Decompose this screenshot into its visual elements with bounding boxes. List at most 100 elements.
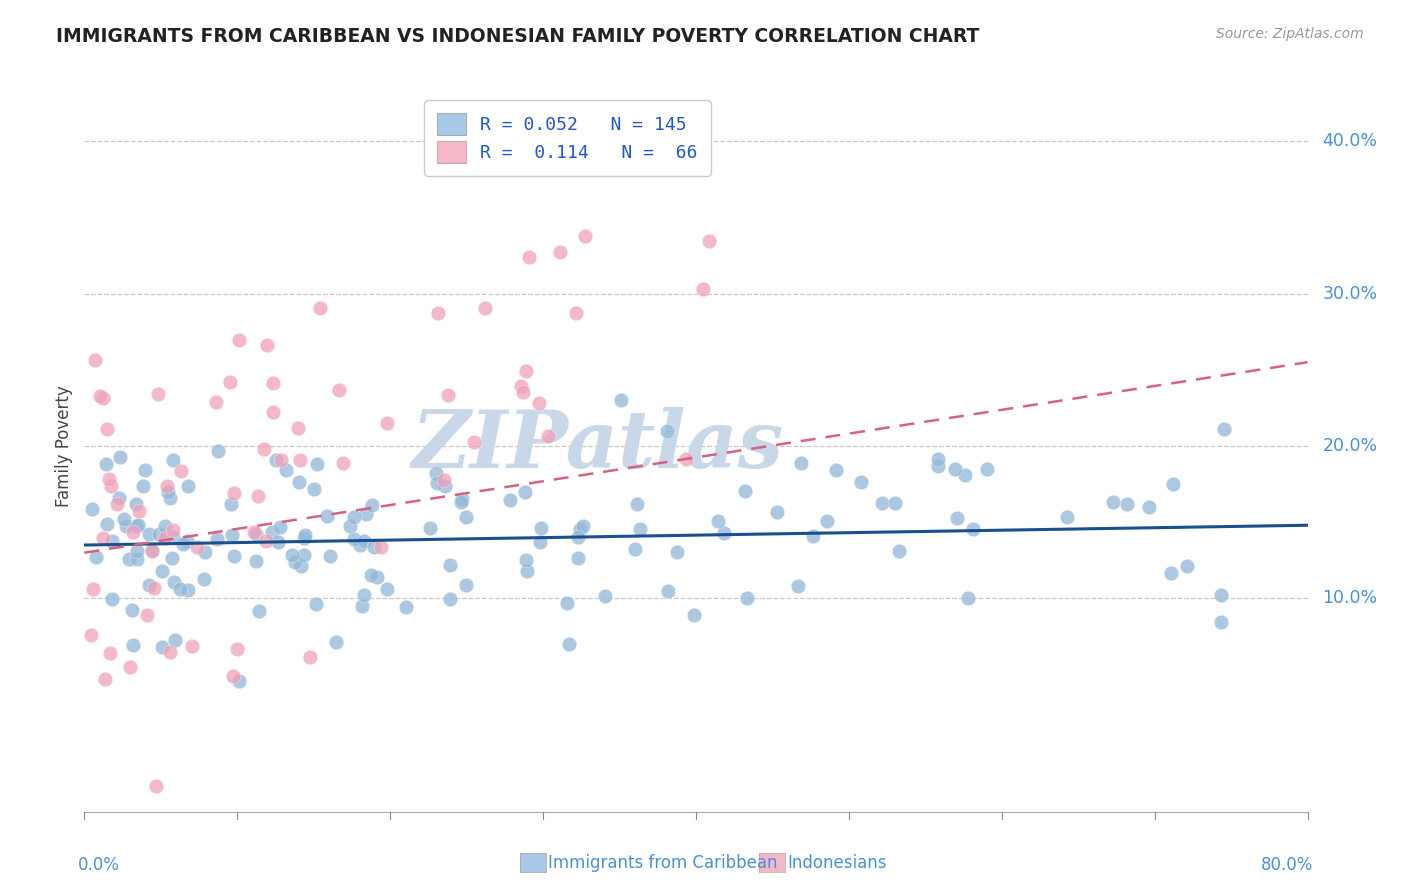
- Point: [675, 452, 697, 467]
- Point: [125, 497, 148, 511]
- Point: [270, 452, 292, 467]
- Point: [254, 533, 277, 548]
- Point: [219, 497, 242, 511]
- Text: Indonesians: Indonesians: [787, 854, 887, 871]
- Point: [162, 523, 184, 537]
- Point: [84, 353, 107, 368]
- Point: [349, 538, 371, 552]
- Point: [298, 650, 321, 665]
- Point: [456, 578, 478, 592]
- Point: [292, 548, 315, 562]
- Point: [815, 514, 838, 528]
- Point: [419, 521, 441, 535]
- Point: [1161, 477, 1184, 491]
- Point: [193, 572, 215, 586]
- Point: [287, 421, 309, 435]
- Point: [626, 496, 648, 510]
- Point: [228, 333, 250, 347]
- Point: [142, 582, 165, 596]
- Point: [665, 545, 688, 559]
- Point: [288, 475, 311, 490]
- Point: [530, 521, 553, 535]
- Point: [141, 544, 163, 558]
- Point: [245, 554, 267, 568]
- Point: [94, 457, 117, 471]
- Point: [145, 779, 167, 793]
- Legend: R = 0.052   N = 145, R =  0.114   N =  66: R = 0.052 N = 145, R = 0.114 N = 66: [425, 100, 710, 176]
- Text: 20.0%: 20.0%: [1322, 437, 1378, 455]
- Point: [186, 541, 208, 555]
- Point: [927, 452, 949, 467]
- Point: [141, 542, 163, 557]
- Point: [624, 541, 647, 556]
- Point: [943, 462, 966, 476]
- Point: [735, 591, 758, 605]
- Point: [787, 579, 810, 593]
- Point: [377, 416, 399, 430]
- Point: [1213, 422, 1236, 436]
- Point: [610, 392, 633, 407]
- Point: [628, 522, 651, 536]
- Point: [207, 443, 229, 458]
- Text: Source: ZipAtlas.com: Source: ZipAtlas.com: [1216, 27, 1364, 41]
- Point: [218, 375, 240, 389]
- Point: [117, 551, 139, 566]
- Y-axis label: Family Poverty: Family Poverty: [55, 385, 73, 507]
- Point: [363, 540, 385, 554]
- Point: [734, 484, 756, 499]
- Point: [450, 495, 472, 509]
- Point: [150, 640, 173, 655]
- Point: [976, 462, 998, 476]
- Point: [292, 531, 315, 545]
- Point: [953, 468, 976, 483]
- Point: [361, 499, 384, 513]
- Point: [121, 603, 143, 617]
- Point: [222, 669, 245, 683]
- Point: [766, 505, 789, 519]
- Point: [315, 508, 337, 523]
- Point: [474, 301, 496, 315]
- Point: [304, 482, 326, 496]
- Point: [567, 550, 589, 565]
- Point: [132, 479, 155, 493]
- Text: 10.0%: 10.0%: [1322, 590, 1378, 607]
- Point: [221, 528, 243, 542]
- Point: [134, 463, 156, 477]
- Point: [156, 479, 179, 493]
- Point: [692, 282, 714, 296]
- Point: [790, 456, 813, 470]
- Point: [100, 479, 122, 493]
- Point: [256, 337, 278, 351]
- Point: [127, 518, 149, 533]
- Point: [515, 553, 537, 567]
- Point: [683, 608, 706, 623]
- Point: [304, 598, 326, 612]
- Point: [138, 527, 160, 541]
- Point: [962, 522, 984, 536]
- Point: [157, 484, 180, 499]
- Point: [138, 578, 160, 592]
- Point: [128, 504, 150, 518]
- Text: 30.0%: 30.0%: [1322, 285, 1378, 302]
- Point: [281, 548, 304, 562]
- Point: [89, 388, 111, 402]
- Point: [245, 526, 267, 541]
- Point: [884, 496, 907, 510]
- Point: [350, 599, 373, 613]
- Point: [319, 549, 342, 563]
- Point: [889, 544, 911, 558]
- Point: [309, 301, 332, 315]
- Point: [120, 660, 142, 674]
- Point: [159, 645, 181, 659]
- Point: [439, 558, 461, 572]
- Point: [80, 502, 103, 516]
- Point: [529, 396, 551, 410]
- Point: [555, 596, 578, 610]
- Point: [366, 570, 388, 584]
- Point: [246, 489, 269, 503]
- Point: [247, 604, 270, 618]
- Point: [108, 491, 131, 505]
- Point: [148, 526, 170, 541]
- Text: IMMIGRANTS FROM CARIBBEAN VS INDONESIAN FAMILY POVERTY CORRELATION CHART: IMMIGRANTS FROM CARIBBEAN VS INDONESIAN …: [56, 27, 980, 45]
- Point: [205, 532, 228, 546]
